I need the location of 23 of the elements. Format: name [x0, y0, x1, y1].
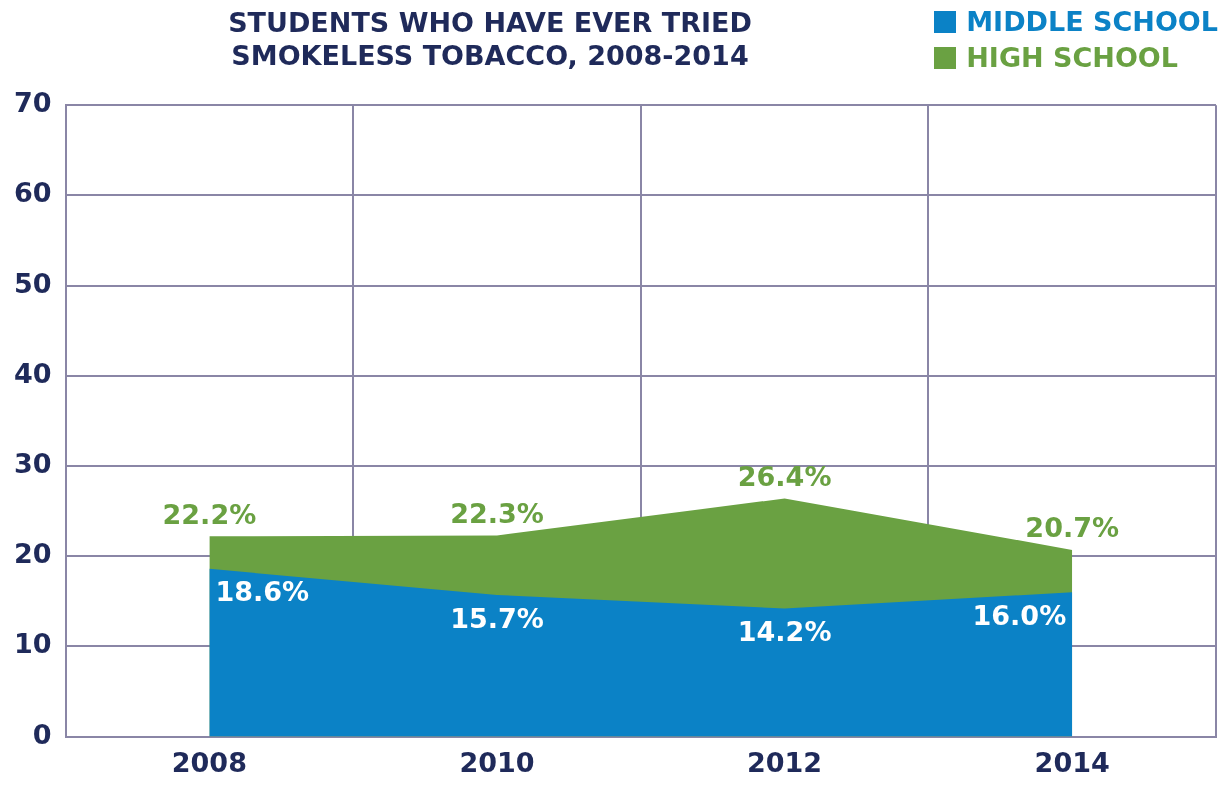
data-label: 26.4% — [737, 460, 832, 492]
data-label: 15.7% — [450, 602, 544, 634]
data-label: 20.7% — [1025, 512, 1120, 544]
y-tick-label: 70 — [14, 87, 52, 119]
x-tick-label: 2012 — [747, 746, 823, 778]
data-label: 16.0% — [972, 599, 1067, 631]
y-tick-label: 0 — [32, 718, 52, 750]
y-tick-label: 60 — [14, 177, 52, 209]
data-label: 22.2% — [162, 498, 257, 530]
y-tick-label: 10 — [14, 628, 52, 660]
chart-title: STUDENTS WHO HAVE EVER TRIED SMOKELESS TOBACCO, 2008-2014 — [227, 6, 753, 72]
legend-label: MIDDLE SCHOOL — [966, 5, 1218, 39]
data-label: 18.6% — [215, 576, 310, 608]
data-label: 22.3% — [450, 497, 544, 529]
x-tick-label: 2008 — [171, 746, 247, 778]
y-tick-label: 20 — [14, 538, 52, 570]
x-tick-label: 2010 — [459, 746, 535, 778]
x-tick-label: 2014 — [1034, 746, 1110, 778]
legend-label: HIGH SCHOOL — [966, 41, 1179, 75]
y-tick-label: 40 — [14, 357, 52, 389]
data-label: 14.2% — [737, 616, 832, 648]
y-tick-label: 30 — [14, 448, 52, 480]
y-tick-label: 50 — [14, 267, 52, 299]
